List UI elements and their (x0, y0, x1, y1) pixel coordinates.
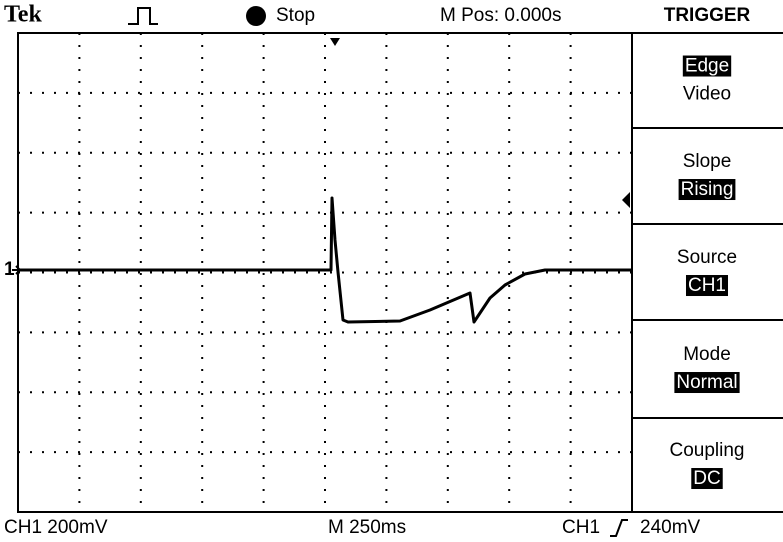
trigger-level-marker (622, 192, 630, 208)
trigger-position (330, 38, 340, 46)
menu-highlight (685, 275, 729, 297)
time-scale: M 250ms (328, 517, 406, 538)
menu-frame (632, 32, 783, 513)
menu-value: Rising (681, 179, 734, 200)
menu-label: Mode (683, 344, 731, 365)
menu-value: DC (693, 468, 720, 489)
menu-highlight (678, 179, 736, 201)
waveform (18, 196, 632, 324)
menu-label: Slope (683, 151, 732, 172)
menu-value: Normal (676, 372, 737, 393)
menu-highlight (691, 468, 723, 490)
acq-icon (128, 7, 158, 25)
brand: Tek (4, 2, 42, 28)
channel-marker: 1 (4, 259, 15, 280)
menu-label: Source (677, 247, 737, 268)
ch-scale: CH1 200mV (4, 517, 108, 538)
menu-title: TRIGGER (664, 5, 751, 26)
menu-highlight (682, 55, 732, 77)
run-indicator (246, 6, 266, 26)
trigger-source: CH1 (562, 517, 600, 538)
menu-highlight (674, 372, 740, 394)
run-state: Stop (276, 5, 315, 26)
position: M Pos: 0.000s (440, 5, 561, 26)
slope-icon (610, 519, 628, 537)
menu-value: Video (683, 84, 731, 105)
menu-label: Coupling (670, 440, 745, 461)
trigger-menu: Edge Video Slope Rising Source CH1 Mode Normal C… (670, 55, 745, 490)
trigger-level: 240mV (640, 517, 701, 538)
menu-label: Edge (685, 56, 729, 77)
menu-value: CH1 (688, 275, 726, 296)
